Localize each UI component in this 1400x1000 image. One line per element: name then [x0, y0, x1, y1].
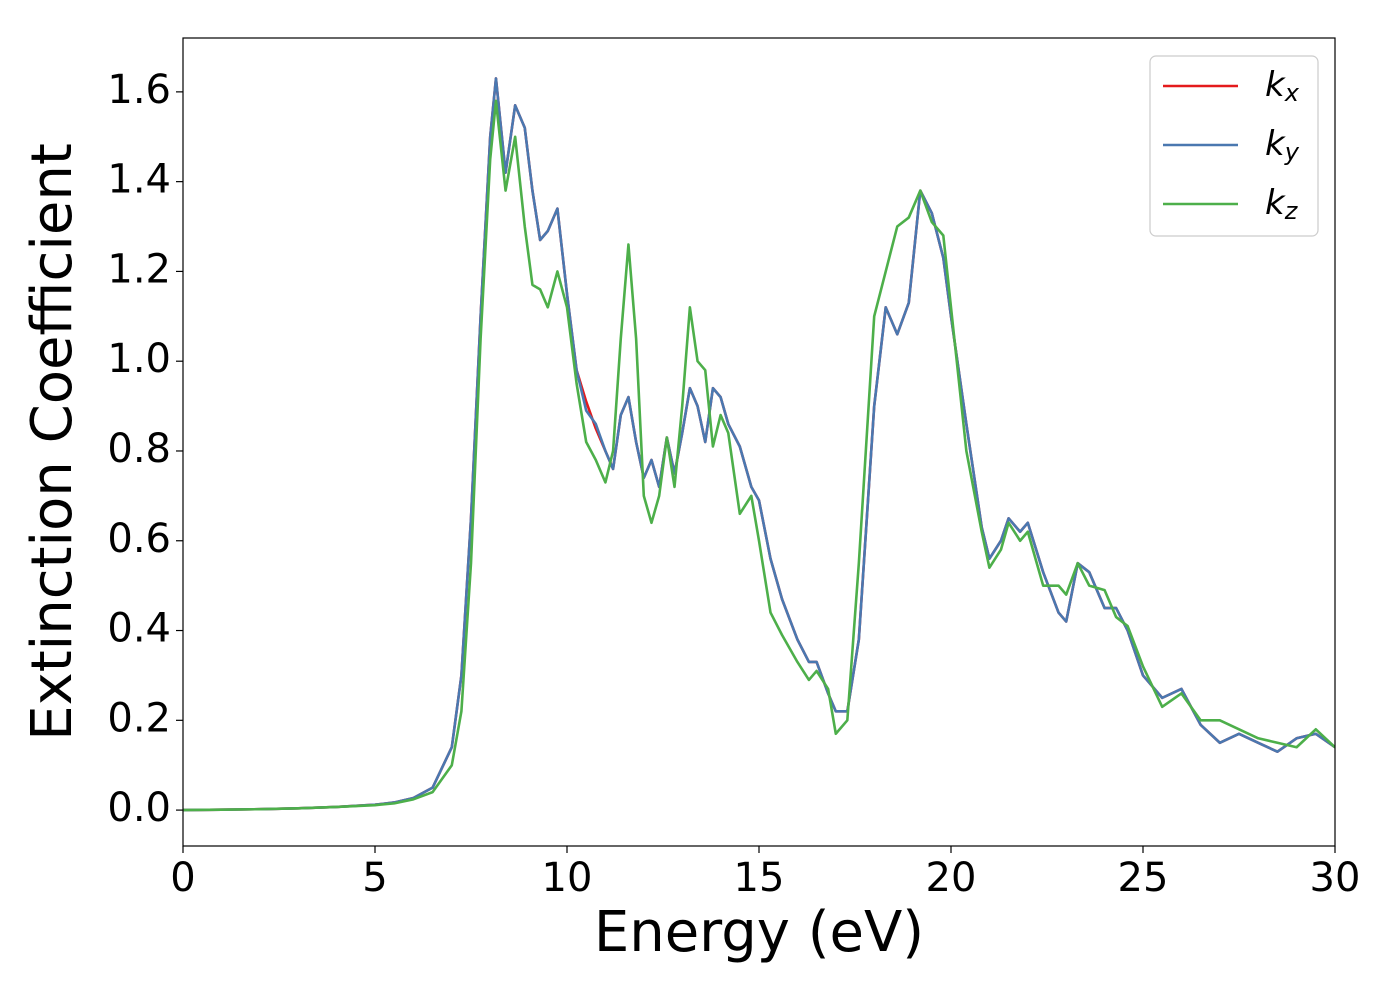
legend-label: kx: [1265, 65, 1300, 108]
y-tick-label: 1.6: [107, 67, 171, 113]
x-tick-label: 30: [1310, 855, 1361, 901]
y-axis-label: Extinction Coefficient: [20, 143, 85, 741]
x-tick-label: 0: [170, 855, 195, 901]
x-tick-label: 25: [1118, 855, 1169, 901]
y-tick-label: 0.8: [107, 426, 171, 472]
legend-label: kz: [1265, 183, 1299, 226]
y-tick-label: 0.0: [107, 785, 171, 831]
y-tick-label: 1.0: [107, 336, 171, 382]
y-tick-label: 1.4: [107, 157, 171, 203]
plot-lines: [183, 77, 1335, 812]
x-tick-label: 20: [926, 855, 977, 901]
x-tick-label: 10: [542, 855, 593, 901]
y-tick-label: 0.2: [107, 695, 171, 741]
y-tick-label: 0.6: [107, 516, 171, 562]
data-line: [183, 77, 1335, 812]
x-tick-label: 15: [734, 855, 785, 901]
x-axis-label: Energy (eV): [594, 900, 924, 965]
y-tick-label: 0.4: [107, 606, 171, 652]
y-tick-label: 1.2: [107, 246, 171, 292]
x-tick-label: 5: [362, 855, 387, 901]
data-line: [183, 99, 1335, 812]
legend-label: ky: [1265, 124, 1300, 167]
